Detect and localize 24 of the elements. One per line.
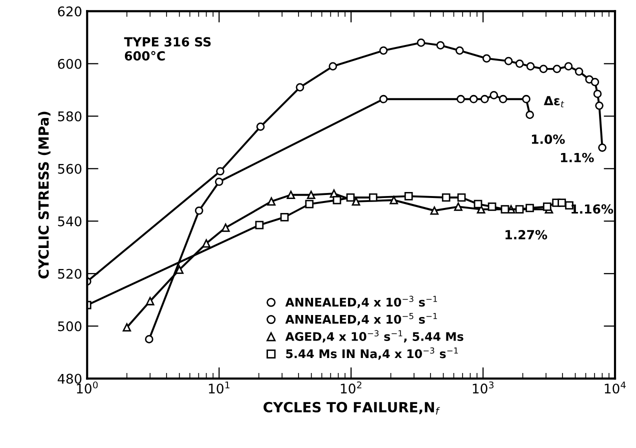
y-tick-label: 500 — [58, 321, 82, 332]
y-axis-title: CYCLIC STRESS (MPa) — [38, 112, 50, 278]
annotation: 1.27% — [506, 230, 548, 240]
x-tick-label: 10$^{2}$ — [340, 381, 362, 394]
annotation: 1.16% — [572, 204, 614, 214]
x-tick-label: 10$^{3}$ — [472, 381, 494, 394]
annotation: Δε$_{t}$ — [544, 96, 564, 108]
annotation: 1.0% — [532, 134, 565, 144]
x-tick-label: 10$^{4}$ — [604, 382, 626, 394]
x-axis-title: CYCLES TO FAILURE,N$_{f}$ — [264, 402, 440, 414]
y-tick-label: 600 — [58, 58, 82, 69]
legend-label: 5.44 Ms IN Na,4 x 10$^{−3}$ s$^{−1}$ — [286, 347, 458, 360]
y-tick-label: 480 — [58, 374, 82, 384]
y-tick-label: 540 — [58, 216, 82, 226]
annotation: TYPE 316 SS 600°C — [124, 37, 211, 61]
y-tick-label: 560 — [58, 164, 82, 174]
legend-label: AGED,4 x 10$^{−3}$ s$^{−1}$, 5.44 Ms — [285, 330, 464, 342]
y-tick-label: 580 — [58, 111, 82, 122]
x-tick-label: 10$^{1}$ — [208, 382, 230, 394]
legend-label: ANNEALED,4 x 10$^{−3}$ s$^{−1}$ — [285, 296, 437, 308]
y-tick-label: 620 — [58, 6, 82, 16]
annotation: 1.1% — [560, 152, 594, 162]
y-tick-label: 520 — [58, 268, 82, 279]
legend-label: ANNEALED,4 x 10$^{−5}$ s$^{−1}$ — [285, 313, 437, 326]
